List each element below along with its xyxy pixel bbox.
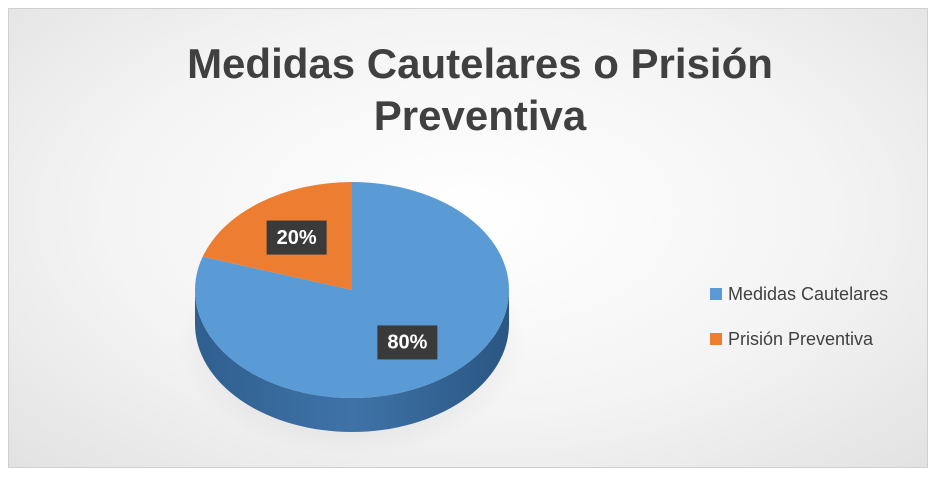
legend-swatch <box>710 288 722 300</box>
chart-title: Medidas Cautelares o Prisión Preventiva <box>187 40 773 139</box>
pie-side <box>195 290 509 432</box>
data-label: 20% <box>277 227 317 249</box>
data-label-box <box>377 325 438 360</box>
data-label: 80% <box>387 332 427 354</box>
data-label-box <box>266 220 327 255</box>
legend-label: Prisión Preventiva <box>728 329 874 349</box>
legend-label: Medidas Cautelares <box>728 284 888 304</box>
legend-swatch <box>710 333 722 345</box>
